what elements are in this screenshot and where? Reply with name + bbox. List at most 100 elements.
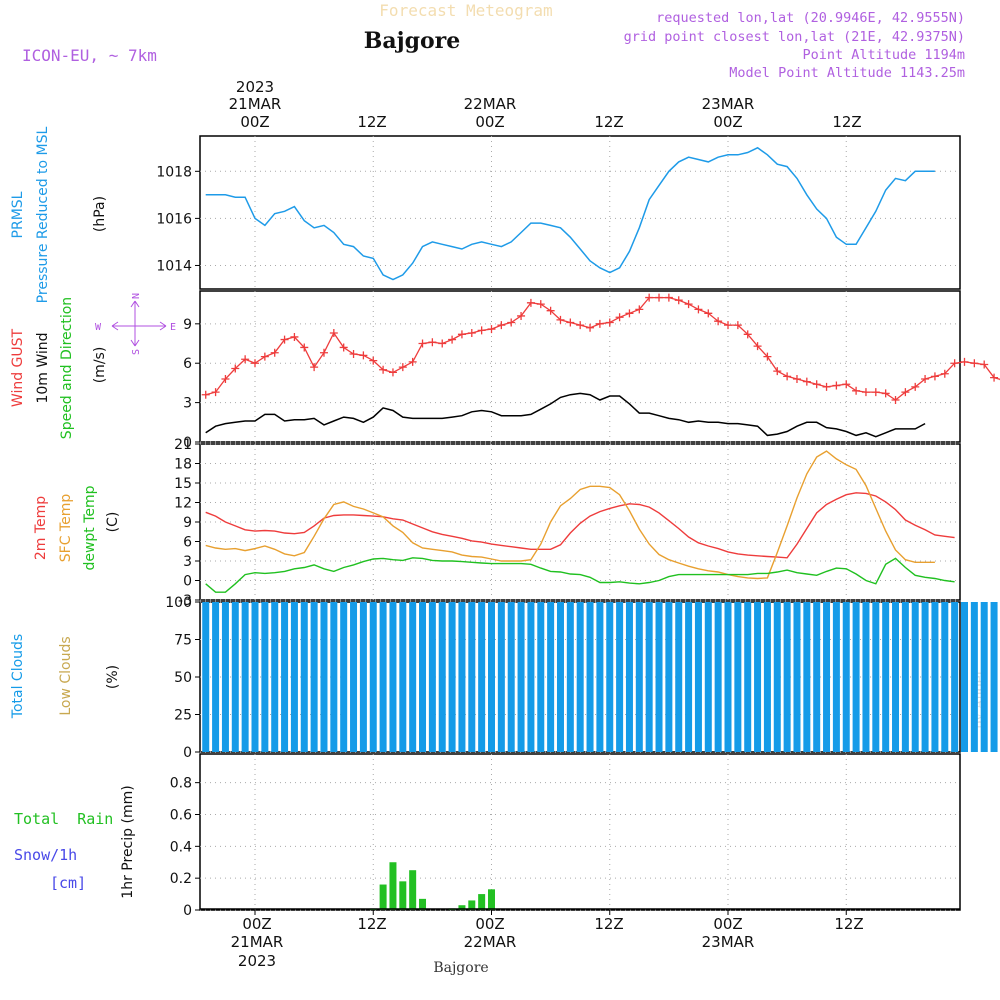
y-tick-label: 6	[183, 356, 192, 372]
gust-marker	[753, 342, 762, 351]
gust-marker	[310, 363, 319, 372]
gust-marker	[990, 373, 999, 382]
rain-bar	[478, 894, 486, 910]
rain-bar	[379, 884, 387, 910]
total-cloud-bar	[931, 602, 939, 752]
y-tick-label: 1018	[156, 164, 192, 180]
gust-marker	[881, 389, 890, 398]
gust-marker	[369, 356, 378, 365]
model-altitude: Model Point Altitude 1143.25m	[729, 65, 965, 81]
gust-marker	[655, 293, 664, 302]
total-cloud-bar	[980, 602, 988, 752]
y-tick-label: 1014	[156, 258, 192, 274]
y-tick-label: 3	[183, 396, 192, 412]
total-cloud-bar	[921, 602, 929, 752]
gust-marker	[763, 352, 772, 361]
total-cloud-bar	[901, 602, 909, 752]
wind-line	[205, 392, 926, 438]
gust-marker	[724, 321, 732, 330]
total-cloud-bar	[389, 602, 397, 752]
total-cloud-bar	[428, 602, 436, 752]
dew-label: dewpt Temp	[82, 485, 98, 570]
gust-marker	[251, 359, 259, 368]
bottom-date-2: 22MAR	[464, 933, 517, 951]
gust-label: Wind GUST	[10, 328, 26, 407]
total-cloud-bar	[202, 602, 210, 752]
gust-marker	[507, 318, 516, 327]
pressure-label-1: PRMSL	[10, 191, 26, 238]
total-cloud-bar	[379, 602, 387, 752]
gust-marker	[241, 355, 250, 364]
y-tick-label: 21	[174, 437, 192, 453]
gust-marker	[359, 351, 368, 360]
gust-marker	[546, 306, 555, 315]
rain-bar	[409, 870, 417, 910]
total-cloud-bar	[507, 602, 515, 752]
total-cloud-bar	[468, 602, 476, 752]
total-cloud-bar	[576, 602, 584, 752]
gust-marker	[231, 364, 240, 373]
total-cloud-bar	[694, 602, 702, 752]
y-tick-label: 0.8	[170, 776, 192, 792]
top-date-2: 22MAR	[464, 95, 517, 113]
gust-marker	[911, 382, 920, 391]
gust-marker	[290, 332, 299, 341]
total-cloud-bar	[231, 602, 239, 752]
gust-marker	[280, 335, 289, 344]
compass-s: S	[131, 349, 142, 355]
total-cloud-bar	[350, 602, 358, 752]
total-cloud-bar	[783, 602, 791, 752]
gust-marker	[408, 357, 417, 366]
total-cloud-bar	[547, 602, 555, 752]
y-tick-label: 6	[183, 535, 192, 551]
y-tick-label: 0	[183, 745, 192, 761]
gust-marker	[704, 309, 713, 318]
total-cloud-bar	[409, 602, 417, 752]
total-cloud-bar	[882, 602, 890, 752]
low-clouds-label: Low Clouds	[58, 636, 74, 715]
total-cloud-bar	[655, 602, 663, 752]
rain-bar	[468, 900, 476, 910]
total-cloud-bar	[645, 602, 653, 752]
total-cloud-bar	[616, 602, 624, 752]
y-tick-label: 0.6	[170, 807, 192, 823]
footer-location: Bajgore	[433, 960, 488, 976]
bottom-hour-4: 12Z	[594, 915, 623, 933]
total-cloud-bar	[970, 602, 978, 752]
y-tick-label: 9	[183, 515, 192, 531]
panel-frame	[199, 135, 961, 290]
gust-marker	[428, 338, 437, 347]
pressure-label-2: Pressure Reduced to MSL	[35, 126, 51, 303]
total-cloud-bar	[754, 602, 762, 752]
total-cloud-bar	[675, 602, 683, 752]
bottom-hour-1: 00Z	[242, 915, 271, 933]
rain-label: Total Rain	[14, 810, 113, 828]
total-cloud-bar	[951, 602, 959, 752]
total-cloud-bar	[537, 602, 545, 752]
total-cloud-bar	[271, 602, 279, 752]
location-title: Bajgore	[364, 28, 460, 54]
gust-marker	[576, 321, 585, 330]
rain-bar	[488, 889, 495, 910]
gust-marker	[457, 330, 466, 339]
temp-unit: (C)	[105, 512, 121, 533]
y-tick-label: 0.4	[170, 839, 192, 855]
total-cloud-bar	[852, 602, 860, 752]
total-cloud-bar	[704, 602, 712, 752]
y-tick-label: 12	[174, 496, 192, 512]
total-cloud-bar	[320, 602, 328, 752]
total-cloud-bar	[832, 602, 840, 752]
gust-marker	[418, 339, 427, 348]
gust-marker	[802, 377, 811, 386]
panel-5: 0 0.2 0.4 0.6 0.8	[170, 753, 961, 919]
gust-marker	[822, 382, 831, 391]
total-cloud-bar	[369, 602, 377, 752]
y-tick-label: 3	[183, 554, 192, 570]
y-tick-label: 75	[174, 633, 192, 649]
total-cloud-bar	[892, 602, 900, 752]
wind-unit: (m/s)	[92, 347, 108, 384]
gust-marker	[635, 305, 644, 314]
bottom-hour-3: 00Z	[475, 915, 504, 933]
gust-marker	[319, 348, 328, 357]
